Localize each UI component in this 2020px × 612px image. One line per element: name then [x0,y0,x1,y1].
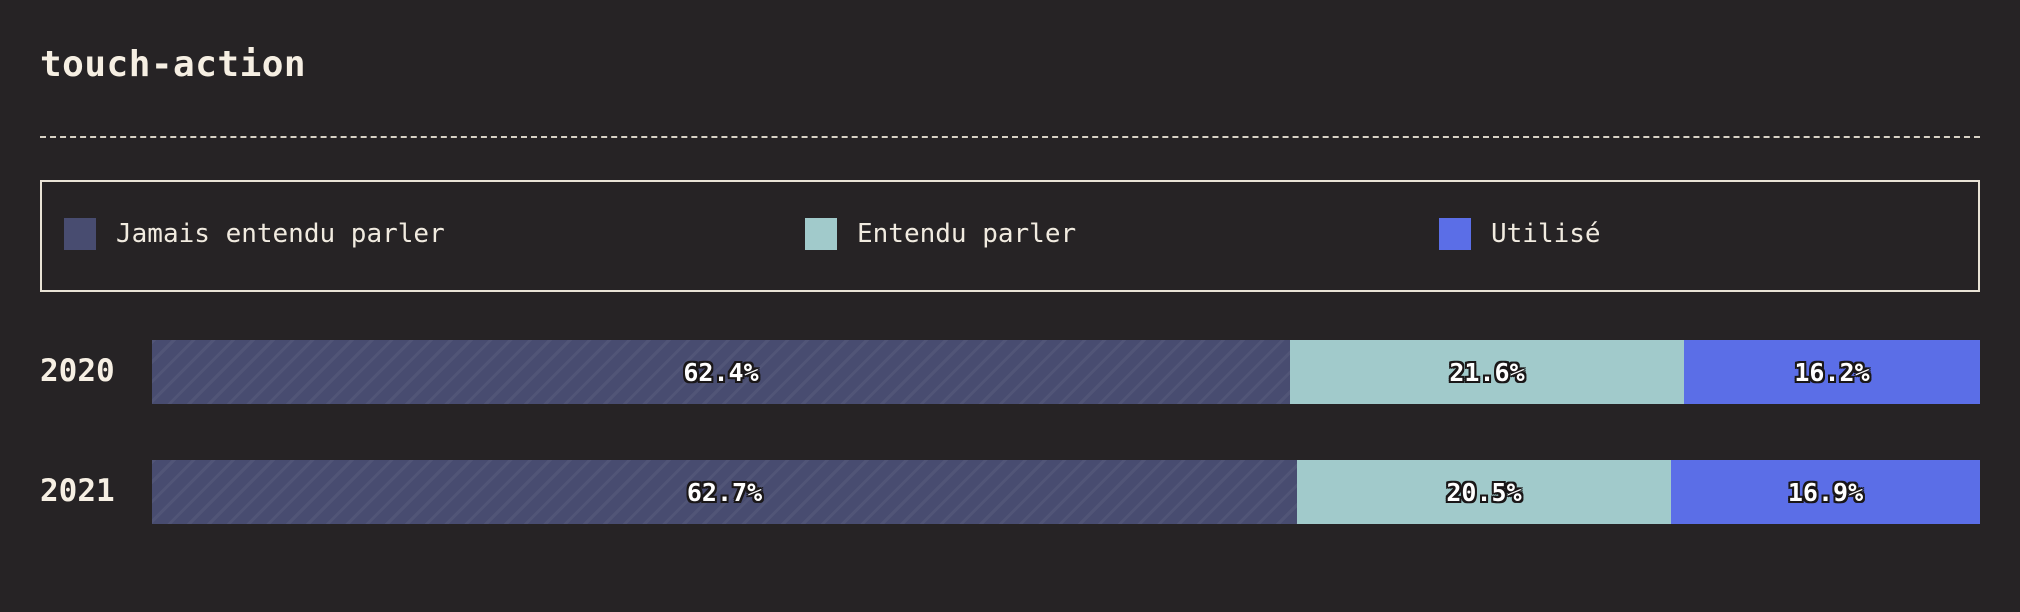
legend-item-heard[interactable]: Entendu parler [805,218,1076,250]
legend-label-heard: Entendu parler [857,219,1076,249]
bar-value-label: 20.5% [1446,478,1521,507]
legend-swatch-used [1439,218,1471,250]
row-label-2020: 2020 [40,353,115,389]
bar-value-label: 21.6% [1449,358,1524,387]
bar-2020: 62.4% 21.6% 16.2% [152,340,1980,404]
bar-segment-heard-2020[interactable]: 21.6% [1290,340,1684,404]
chart-title: touch-action [40,44,306,85]
row-label-2021: 2021 [40,473,115,509]
title-divider [40,136,1980,138]
legend: Jamais entendu parler Entendu parler Uti… [40,180,1980,292]
legend-item-never-heard[interactable]: Jamais entendu parler [64,218,445,250]
bar-2021: 62.7% 20.5% 16.9% [152,460,1980,524]
bar-segment-used-2021[interactable]: 16.9% [1671,460,1980,524]
bar-value-label: 16.2% [1794,358,1869,387]
legend-label-never-heard: Jamais entendu parler [116,219,445,249]
bar-segment-never-heard-2021[interactable]: 62.7% [152,460,1297,524]
legend-swatch-heard [805,218,837,250]
bar-segment-heard-2021[interactable]: 20.5% [1297,460,1671,524]
legend-item-used[interactable]: Utilisé [1439,218,1601,250]
legend-label-used: Utilisé [1491,219,1601,249]
bar-segment-used-2020[interactable]: 16.2% [1684,340,1980,404]
bar-value-label: 62.7% [687,478,762,507]
bar-value-label: 62.4% [683,358,758,387]
bar-segment-never-heard-2020[interactable]: 62.4% [152,340,1290,404]
bar-value-label: 16.9% [1788,478,1863,507]
legend-swatch-never-heard [64,218,96,250]
